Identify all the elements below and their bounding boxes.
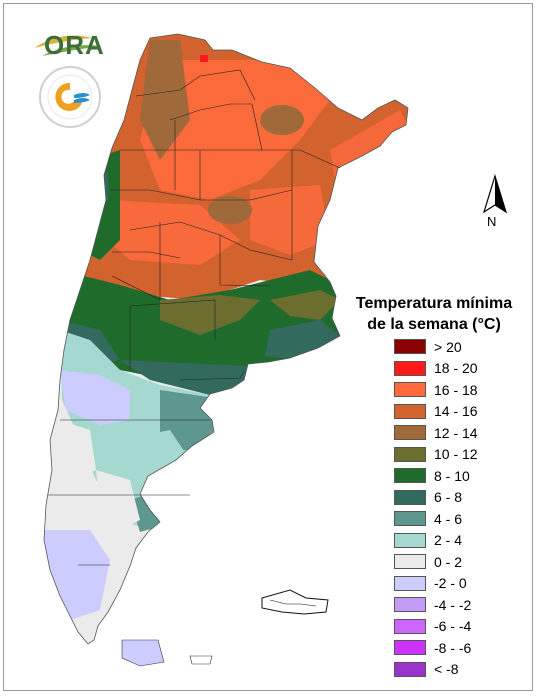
ora-logo-text: ORA [44,30,105,60]
smn-emblem-icon [39,66,101,128]
legend-item: 12 - 14 [394,422,534,444]
legend-label: 2 - 4 [434,532,463,549]
legend-item: 4 - 6 [394,508,534,530]
legend-title: Temperatura mínima de la semana (°C) [334,293,534,335]
province-borders [48,69,341,566]
legend-swatch [394,468,426,484]
legend-swatch [394,554,426,570]
legend-label: 18 - 20 [434,360,478,377]
legend-label: 10 - 12 [434,446,478,463]
legend-swatch [394,339,426,355]
legend-swatch [394,597,426,613]
legend-swatch [394,575,426,591]
legend-item: 2 - 4 [394,530,534,552]
legend-item: 8 - 10 [394,465,534,487]
legend-label: 12 - 14 [434,424,478,441]
legend-swatch [394,403,426,419]
legend-label: 4 - 6 [434,510,463,527]
legend-item: < -8 [394,659,534,681]
legend-item: -4 - -2 [394,594,534,616]
legend-item: 16 - 18 [394,379,534,401]
legend-label: 0 - 2 [434,553,463,570]
legend-title-line-2: de la semana (°C) [367,316,501,333]
legend-swatch [394,425,426,441]
legend-label: 6 - 8 [434,489,463,506]
legend-label: > 20 [434,338,462,355]
legend-swatch [394,661,426,677]
legend: > 20 18 - 20 16 - 18 14 - 16 12 - 14 10 … [394,336,534,680]
legend-label: < -8 [434,661,459,678]
legend-label: 16 - 18 [434,381,478,398]
legend-item: -2 - 0 [394,573,534,595]
north-label: N [487,214,497,229]
legend-item: 18 - 20 [394,358,534,380]
legend-item: > 20 [394,336,534,358]
legend-label: -6 - -4 [434,618,472,635]
legend-label: -4 - -2 [434,596,472,613]
legend-item: 14 - 16 [394,401,534,423]
legend-label: -8 - -6 [434,639,472,656]
legend-label: 8 - 10 [434,467,470,484]
legend-item: -6 - -4 [394,616,534,638]
north-arrow-icon [482,173,508,214]
smn-logo [38,65,102,129]
legend-item: 6 - 8 [394,487,534,509]
legend-swatch [394,618,426,634]
legend-item: 10 - 12 [394,444,534,466]
legend-label: -2 - 0 [434,575,467,592]
legend-item: -8 - -6 [394,637,534,659]
leaf-swoosh-icon [34,35,102,56]
ora-logo: ORA [32,26,110,66]
legend-swatch [394,489,426,505]
legend-title-line-1: Temperatura mínima [355,295,513,312]
legend-swatch [394,360,426,376]
legend-swatch [394,532,426,548]
legend-label: 14 - 16 [434,403,478,420]
legend-swatch [394,382,426,398]
legend-swatch [394,640,426,656]
legend-item: 0 - 2 [394,551,534,573]
legend-swatch [394,511,426,527]
legend-swatch [394,446,426,462]
